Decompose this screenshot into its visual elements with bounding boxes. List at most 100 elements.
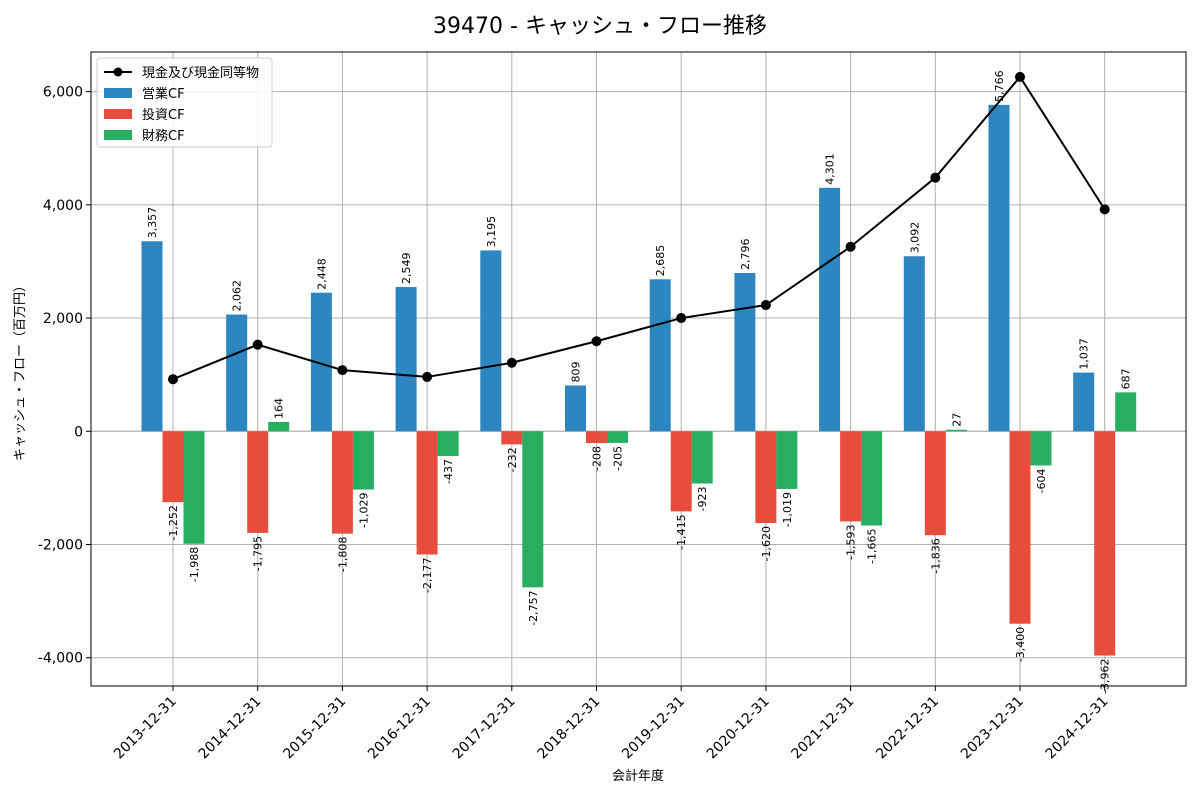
bar-operating: [988, 104, 1010, 432]
bar-operating: [141, 241, 163, 432]
bar-financing: [352, 431, 374, 490]
data-label: -1,252: [167, 505, 180, 540]
data-label: 5,766: [993, 70, 1006, 102]
legend-marker: [113, 67, 123, 77]
data-label: 164: [273, 398, 286, 419]
chart-title: 39470 - キャッシュ・フロー推移: [433, 14, 767, 39]
y-tick-label: 4,000: [43, 198, 83, 214]
x-tick-label: 2013-12-31: [111, 694, 180, 763]
cash-point: [422, 371, 433, 382]
cash-point: [930, 172, 941, 183]
bar-financing: [1115, 392, 1137, 432]
data-label: -208: [591, 446, 604, 471]
bar-investing: [1094, 431, 1116, 656]
legend-swatch: [104, 130, 132, 140]
bar-investing: [162, 431, 184, 503]
bar-investing: [924, 431, 946, 536]
bar-operating: [903, 256, 925, 432]
y-tick-label: -2,000: [38, 537, 83, 553]
bar-investing: [586, 431, 607, 444]
cash-point: [506, 357, 517, 368]
data-label: 809: [570, 361, 583, 382]
bar-financing: [861, 431, 883, 526]
data-label: -2,177: [421, 558, 434, 593]
bar-investing: [416, 431, 438, 555]
bars-layer: [141, 104, 1137, 656]
data-label: -1,795: [252, 536, 265, 571]
cash-point: [676, 313, 687, 324]
grid-layer: [91, 52, 1186, 686]
bar-financing: [945, 429, 967, 432]
cash-point: [845, 241, 856, 252]
data-label: 3,357: [146, 207, 159, 239]
bar-operating: [480, 250, 502, 432]
bar-financing: [691, 431, 713, 484]
legend-frame: [96, 57, 273, 148]
data-label: -1,620: [760, 526, 773, 561]
bar-investing: [247, 431, 269, 533]
y-tick-label: 2,000: [43, 311, 83, 327]
y-tick-labels: -4,000 -2,000 0 2,000 4,000 6,000: [38, 85, 91, 667]
data-label: 2,549: [400, 252, 413, 284]
cash-point: [591, 336, 602, 347]
data-label: 4,301: [824, 153, 837, 185]
bar-operating: [565, 385, 586, 432]
x-tick-label: 2022-12-31: [873, 694, 942, 763]
legend-label: 投資CF: [142, 107, 185, 123]
bar-investing: [501, 431, 523, 445]
x-tick-label: 2020-12-31: [704, 694, 773, 763]
x-tick-labels: 2013-12-31 2014-12-31 2015-12-31 2016-12-31…: [111, 686, 1112, 762]
bar-investing: [670, 431, 692, 512]
bar-operating: [226, 314, 248, 432]
x-tick-label: 2014-12-31: [196, 694, 265, 763]
legend-label: 現金及び現金同等物: [142, 65, 259, 81]
data-label: 2,448: [315, 258, 328, 290]
cash-point: [252, 339, 263, 350]
data-label: -1,988: [188, 547, 201, 582]
y-tick-label: 6,000: [43, 85, 83, 101]
cash-point: [337, 365, 348, 376]
x-tick-label: 2015-12-31: [280, 694, 349, 763]
legend-swatch: [104, 109, 132, 119]
data-label: -3,962: [1099, 659, 1112, 694]
data-label: -1,808: [336, 537, 349, 572]
legend-label: 営業CF: [142, 86, 185, 102]
legend-swatch: [104, 88, 132, 98]
x-tick-label: 2018-12-31: [534, 694, 603, 763]
x-axis-label: 会計年度: [612, 768, 664, 784]
data-label: -232: [506, 447, 519, 472]
bar-operating: [734, 272, 756, 432]
data-label: -604: [1035, 468, 1048, 493]
bar-financing: [1030, 431, 1052, 466]
data-label: -1,593: [845, 524, 858, 559]
bar-financing: [607, 431, 628, 443]
bar-investing: [840, 431, 862, 522]
data-label: -437: [442, 459, 455, 484]
x-tick-label: 2017-12-31: [450, 694, 519, 763]
y-tick-label: -4,000: [38, 651, 83, 667]
cash-point: [168, 374, 178, 385]
bar-operating: [395, 286, 417, 432]
bar-financing: [437, 431, 459, 457]
data-label: -923: [696, 487, 709, 512]
bar-investing: [755, 431, 777, 523]
data-label: 2,685: [654, 245, 667, 277]
cash-line: [172, 75, 1106, 381]
bar-operating: [310, 292, 332, 432]
y-axis-label: キャッシュ・フロー（百万円）: [13, 279, 28, 461]
y-tick-label: 0: [74, 424, 83, 440]
data-label: 2,062: [231, 280, 244, 312]
data-label: -1,415: [675, 514, 688, 549]
x-tick-label: 2023-12-31: [958, 694, 1027, 763]
data-label: -1,019: [781, 492, 794, 527]
x-tick-label: 2016-12-31: [365, 694, 434, 763]
line-layer: [168, 71, 1110, 385]
x-tick-label: 2024-12-31: [1043, 694, 1112, 763]
data-label: -2,757: [527, 590, 540, 625]
bar-operating: [1073, 372, 1095, 432]
x-tick-label: 2021-12-31: [789, 694, 858, 763]
data-label: 27: [950, 413, 963, 427]
bar-financing: [522, 431, 544, 588]
